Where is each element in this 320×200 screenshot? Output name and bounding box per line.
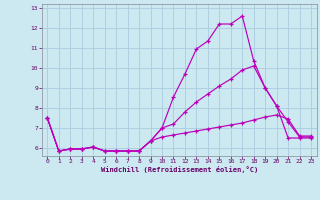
X-axis label: Windchill (Refroidissement éolien,°C): Windchill (Refroidissement éolien,°C): [100, 166, 258, 173]
